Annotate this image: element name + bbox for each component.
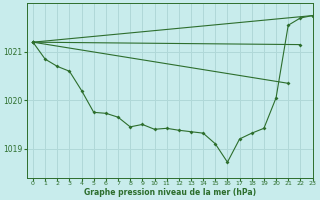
- X-axis label: Graphe pression niveau de la mer (hPa): Graphe pression niveau de la mer (hPa): [84, 188, 256, 197]
